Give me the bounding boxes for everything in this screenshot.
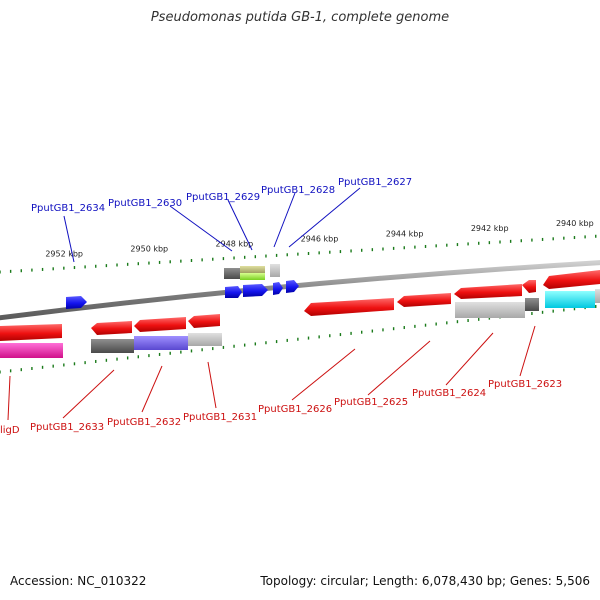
gene-PputGB1_2631[interactable] xyxy=(188,314,220,328)
gene-PputGB1_2634[interactable] xyxy=(66,296,87,309)
gene-label-PputGB1_2628[interactable]: PputGB1_2628 xyxy=(261,185,335,196)
gene-label-PputGB1_2629[interactable]: PputGB1_2629 xyxy=(186,192,260,203)
gene-PputGB1_2632-region[interactable] xyxy=(134,336,188,350)
scale-tick-label: 2940 kbp xyxy=(556,219,594,228)
gene-PputGB1_2632[interactable] xyxy=(134,317,186,332)
scale-ticks-outer xyxy=(0,234,597,274)
reverse-gene-labels xyxy=(7,325,536,421)
gene-PputGB1_2623-tail[interactable] xyxy=(595,289,600,303)
gene-PputGB1_2628[interactable] xyxy=(270,264,280,277)
gene-PputGB1_2633[interactable] xyxy=(91,321,132,335)
genome-summary-text: Topology: circular; Length: 6,078,430 bp… xyxy=(260,574,590,588)
gene-PputGB1_2626[interactable] xyxy=(304,298,394,316)
gene-PputGB1_2628-cds[interactable] xyxy=(243,284,268,297)
gene-label-PputGB1_2633[interactable]: PputGB1_2633 xyxy=(30,422,104,433)
gene-PputGB1_2629[interactable] xyxy=(240,273,265,280)
gene-label-PputGB1_2623[interactable]: PputGB1_2623 xyxy=(488,379,562,390)
forward-gene-labels xyxy=(63,187,361,263)
gene-ligD-region[interactable] xyxy=(0,343,63,358)
gene-PputGB1_2627-cds[interactable] xyxy=(273,282,283,295)
scale-ticks-inner xyxy=(0,304,597,374)
gene-PputGB1_2633-region[interactable] xyxy=(91,339,134,353)
gene-label-PputGB1_2630[interactable]: PputGB1_2630 xyxy=(108,198,182,209)
gene-PputGB1_2630-ext[interactable] xyxy=(240,266,265,273)
scale-tick-label: 2942 kbp xyxy=(471,224,509,233)
gene-label-PputGB1_2632[interactable]: PputGB1_2632 xyxy=(107,417,181,428)
accession-text: Accession: NC_010322 xyxy=(10,574,147,588)
scale-tick-label: 2950 kbp xyxy=(130,245,168,254)
gene-PputGB1_2625[interactable] xyxy=(397,293,451,307)
gene-PputGB1_2624b-region[interactable] xyxy=(525,298,539,311)
scale-tick-label: 2946 kbp xyxy=(301,234,339,243)
gene-label-PputGB1_2627[interactable]: PputGB1_2627 xyxy=(338,177,412,188)
scale-tick-label: 2944 kbp xyxy=(386,229,424,238)
gene-PputGB1_2631-region[interactable] xyxy=(188,333,222,346)
gene-PputGB1_2624[interactable] xyxy=(454,284,522,299)
gene-PputGB1_2623-region[interactable] xyxy=(545,291,595,308)
scale-tick-label: 2952 kbp xyxy=(45,250,83,259)
gene-label-PputGB1_2626[interactable]: PputGB1_2626 xyxy=(258,404,332,415)
gene-PputGB1_2630[interactable] xyxy=(224,268,240,279)
gene-PputGB1_2624-region[interactable] xyxy=(455,302,525,318)
gene-label-PputGB1_2625[interactable]: PputGB1_2625 xyxy=(334,397,408,408)
gene-label-ligD[interactable]: ligD xyxy=(0,425,20,436)
scale-tick-label: 2948 kbp xyxy=(216,239,254,248)
gene-label-PputGB1_2631[interactable]: PputGB1_2631 xyxy=(183,412,257,423)
gene-PputGB1_2623[interactable] xyxy=(543,270,600,289)
gene-PputGB1_2624b[interactable] xyxy=(522,280,536,293)
reverse-strand-genes xyxy=(0,270,600,358)
gene-PputGB1_2629-cds[interactable] xyxy=(225,286,242,298)
gene-label-PputGB1_2634[interactable]: PputGB1_2634 xyxy=(31,203,105,214)
gene-ligD[interactable] xyxy=(0,324,62,341)
gene-PputGB1_2627[interactable] xyxy=(286,280,299,293)
scale-tick-labels: 2952 kbp 2950 kbp 2948 kbp 2946 kbp 2944 kbp… xyxy=(45,219,593,259)
gene-label-PputGB1_2624[interactable]: PputGB1_2624 xyxy=(412,388,486,399)
forward-strand-genes xyxy=(66,264,299,309)
map-title: Pseudomonas putida GB-1, complete genome xyxy=(150,10,450,25)
